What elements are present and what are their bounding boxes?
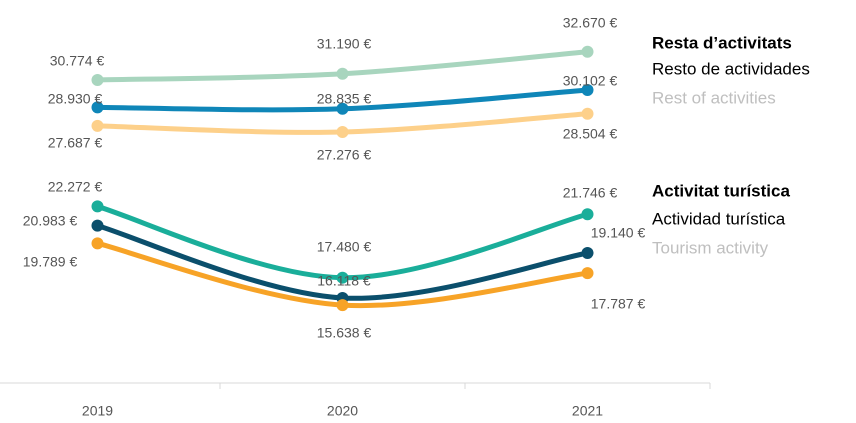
data-label: 15.638 € <box>317 325 372 341</box>
data-label: 30.102 € <box>563 73 618 89</box>
data-label: 19.789 € <box>23 254 78 270</box>
point <box>336 67 349 80</box>
legend-text: Rest of activities <box>652 88 776 107</box>
data-label: 28.930 € <box>48 91 103 107</box>
data-label: 30.774 € <box>50 53 105 69</box>
point <box>336 271 349 284</box>
point <box>91 200 104 213</box>
point <box>581 267 594 280</box>
data-label: 27.687 € <box>48 135 103 151</box>
point <box>581 83 594 96</box>
point <box>581 208 594 221</box>
point <box>91 237 104 250</box>
data-label: 19.140 € <box>591 225 646 241</box>
legend-text: Actividad turística <box>652 209 786 228</box>
point <box>91 119 104 132</box>
data-label: 28.835 € <box>317 91 372 107</box>
data-label: 21.746 € <box>563 185 618 201</box>
legend-text: Resta d’activitats <box>652 33 792 52</box>
point <box>91 219 104 232</box>
data-label: 16.118 € <box>317 273 371 289</box>
x-tick-label: 2019 <box>82 403 113 419</box>
x-tick-label: 2020 <box>327 403 358 419</box>
x-tick-label: 2021 <box>572 403 603 419</box>
data-label: 17.480 € <box>317 239 372 255</box>
data-label: 31.190 € <box>317 36 372 52</box>
legend-text: Tourism activity <box>652 238 769 257</box>
point <box>91 73 104 86</box>
point <box>336 102 349 115</box>
point <box>91 101 104 114</box>
point <box>336 125 349 138</box>
point <box>581 247 594 260</box>
point <box>336 299 349 312</box>
legend-text: Activitat turística <box>652 181 790 200</box>
legend-text: Resto de actividades <box>652 59 810 78</box>
data-label: 17.787 € <box>591 296 646 312</box>
data-label: 27.276 € <box>317 147 372 163</box>
point <box>581 107 594 120</box>
data-label: 32.670 € <box>563 15 618 31</box>
data-label: 20.983 € <box>23 213 78 229</box>
data-label: 22.272 € <box>48 179 103 195</box>
point <box>581 45 594 58</box>
data-label: 28.504 € <box>563 126 618 142</box>
